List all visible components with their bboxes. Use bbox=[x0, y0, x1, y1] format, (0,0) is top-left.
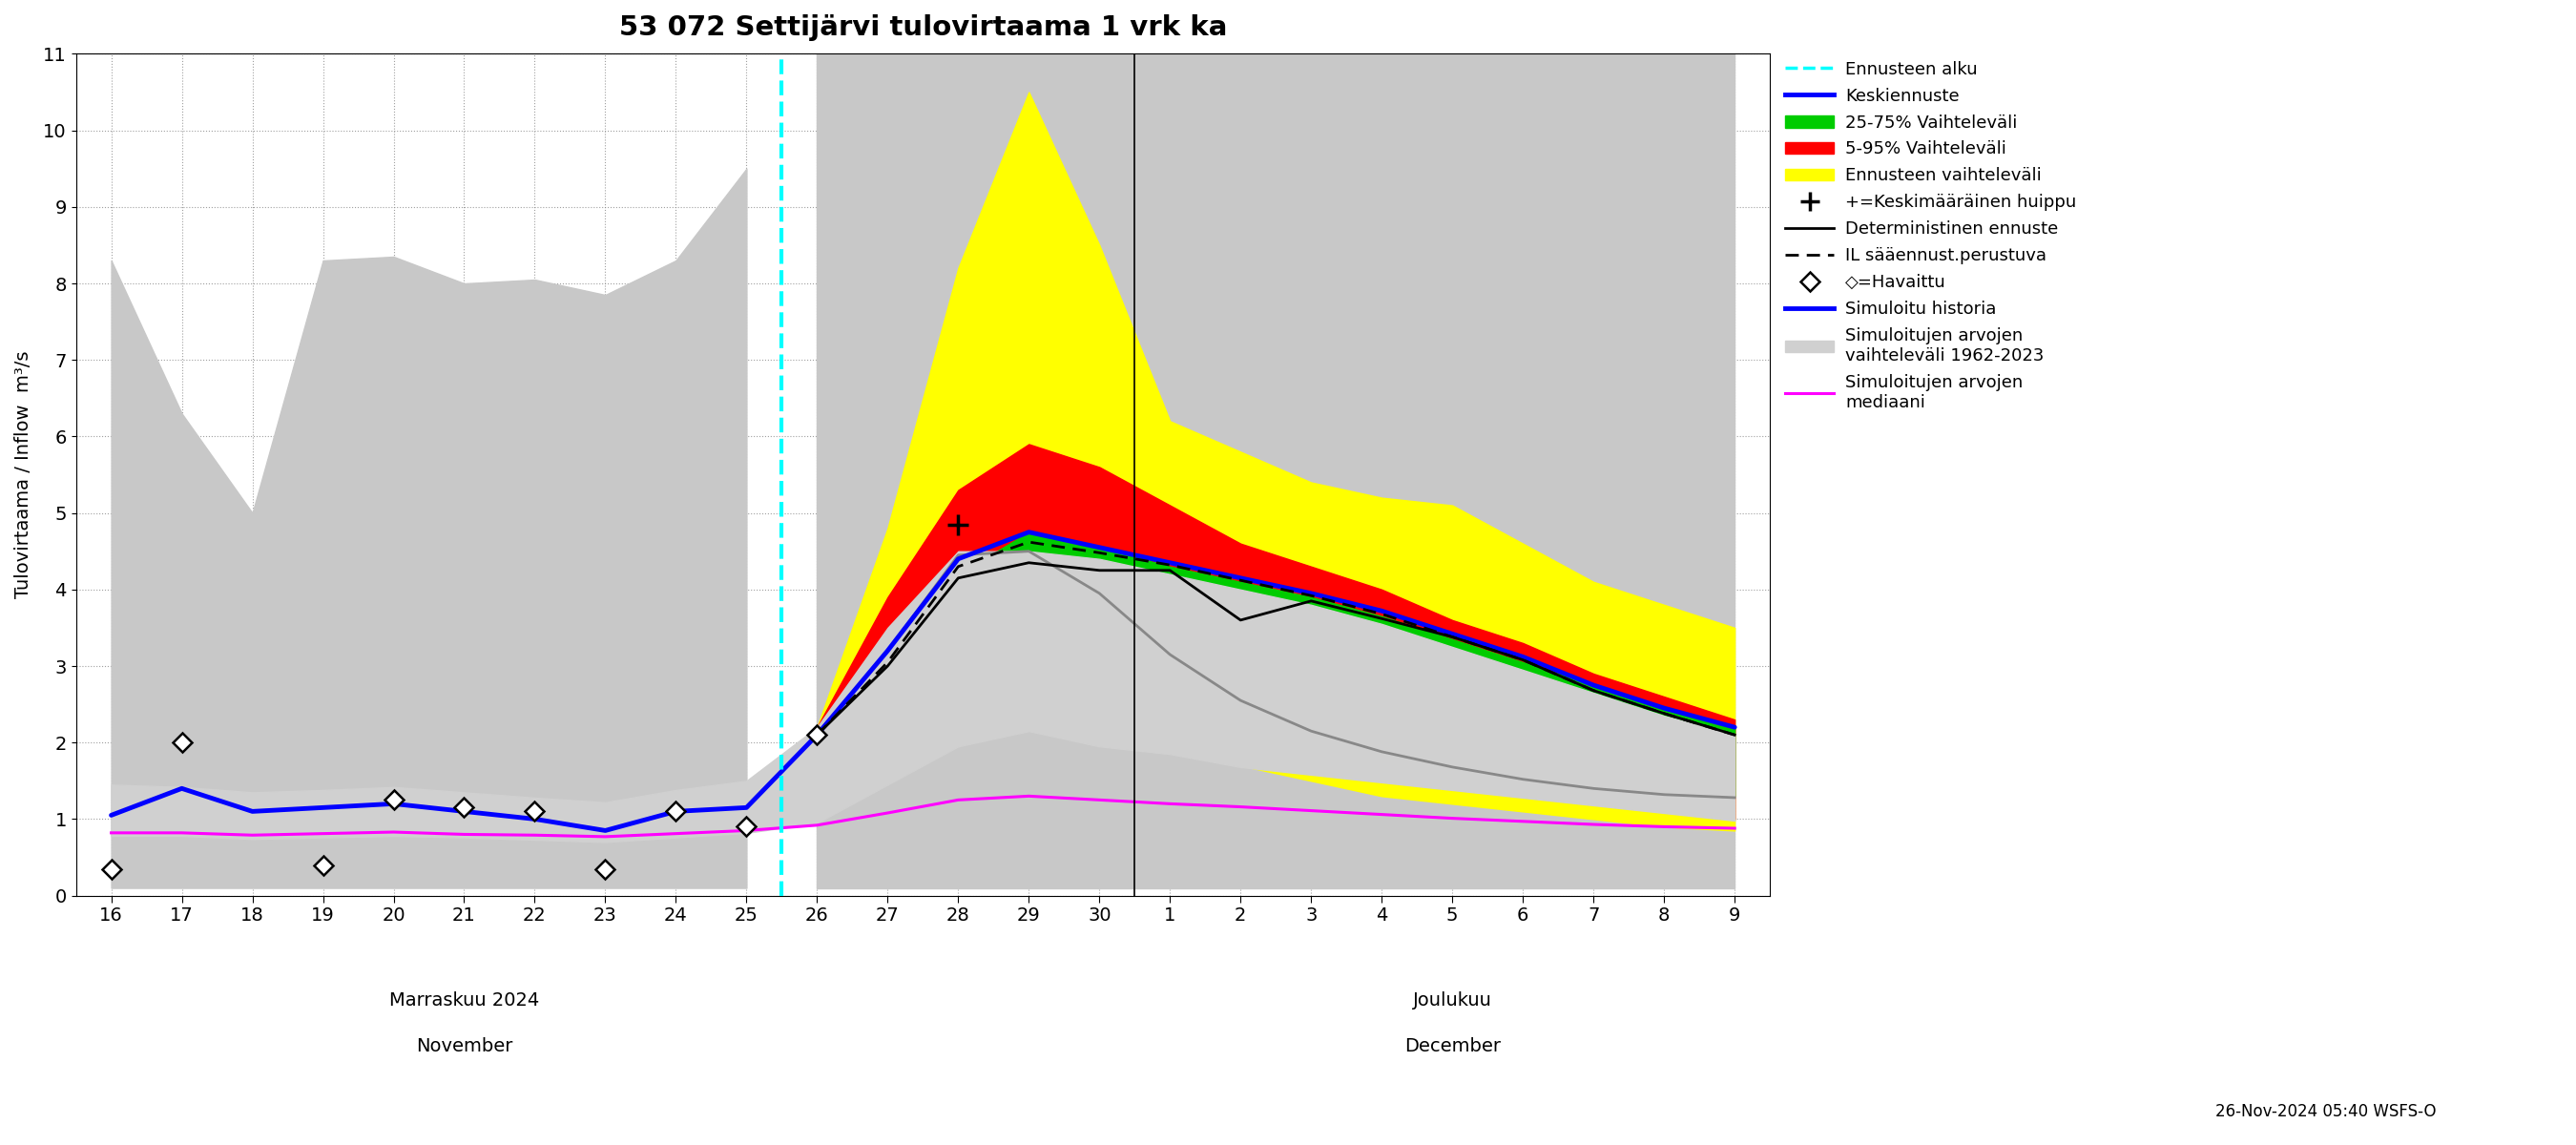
Legend: Ennusteen alku, Keskiennuste, 25-75% Vaihteleväli, 5-95% Vaihteleväli, Ennusteen: Ennusteen alku, Keskiennuste, 25-75% Vai… bbox=[1777, 54, 2084, 418]
Text: Joulukuu: Joulukuu bbox=[1412, 992, 1492, 1010]
Text: 26-Nov-2024 05:40 WSFS-O: 26-Nov-2024 05:40 WSFS-O bbox=[2215, 1103, 2437, 1120]
Y-axis label: Tulovirtaama / Inflow  m³/s: Tulovirtaama / Inflow m³/s bbox=[15, 350, 33, 599]
Text: December: December bbox=[1404, 1037, 1499, 1056]
Text: November: November bbox=[415, 1037, 513, 1056]
Title: 53 072 Settijärvi tulovirtaama 1 vrk ka: 53 072 Settijärvi tulovirtaama 1 vrk ka bbox=[618, 14, 1226, 41]
Text: Marraskuu 2024: Marraskuu 2024 bbox=[389, 992, 538, 1010]
